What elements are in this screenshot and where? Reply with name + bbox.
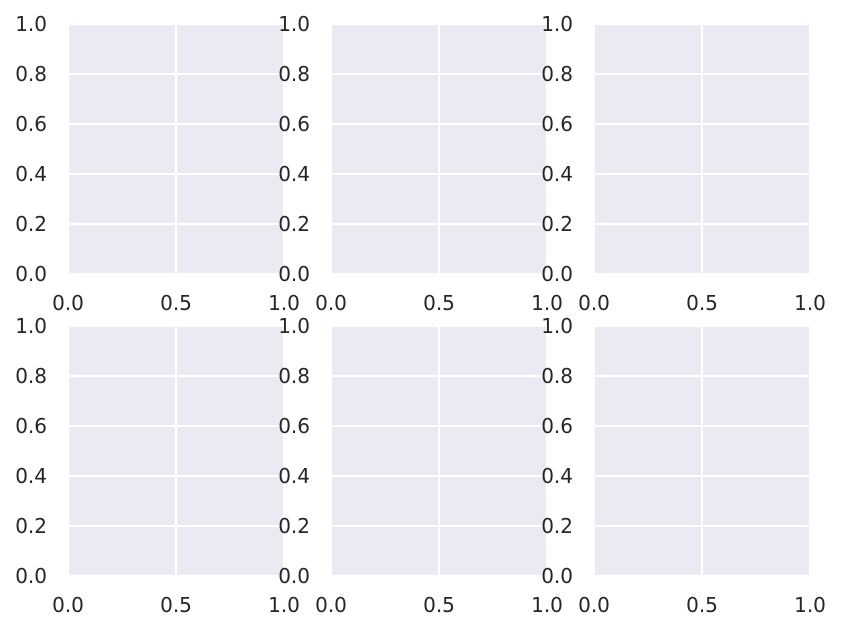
x-tick-label: 0.0 — [578, 593, 610, 617]
subplot-5: 0.0 0.2 0.4 0.6 0.8 1.0 0.0 0.5 1.0 — [278, 314, 563, 617]
y-tick-label: 0.0 — [541, 564, 573, 588]
x-tick-label: 1.0 — [531, 291, 563, 315]
y-tick-label: 0.2 — [15, 514, 47, 538]
x-tick-label: 0.5 — [423, 291, 455, 315]
y-tick-label: 0.6 — [15, 414, 47, 438]
subplot-2: 0.0 0.2 0.4 0.6 0.8 1.0 0.0 0.5 1.0 — [278, 12, 563, 315]
y-tick-label: 0.8 — [278, 364, 310, 388]
x-tick-label: 0.0 — [52, 593, 84, 617]
y-tick-label: 1.0 — [278, 12, 310, 36]
subplot-3: 0.0 0.2 0.4 0.6 0.8 1.0 0.0 0.5 1.0 — [541, 12, 826, 315]
y-tick-label: 0.8 — [278, 62, 310, 86]
y-tick-label: 0.6 — [278, 414, 310, 438]
x-tick-label: 0.5 — [686, 593, 718, 617]
y-tick-label: 0.8 — [541, 364, 573, 388]
y-tick-label: 1.0 — [15, 314, 47, 338]
y-tick-label: 1.0 — [278, 314, 310, 338]
y-tick-label: 0.0 — [15, 564, 47, 588]
y-tick-label: 0.8 — [15, 364, 47, 388]
y-tick-label: 0.2 — [278, 514, 310, 538]
y-tick-label: 0.4 — [278, 464, 310, 488]
y-tick-label: 0.0 — [541, 262, 573, 286]
y-tick-label: 0.0 — [278, 262, 310, 286]
y-tick-label: 0.6 — [541, 414, 573, 438]
y-tick-label: 0.2 — [278, 212, 310, 236]
subplot-4: 0.0 0.2 0.4 0.6 0.8 1.0 0.0 0.5 1.0 — [15, 314, 300, 617]
y-tick-label: 0.2 — [15, 212, 47, 236]
y-tick-label: 0.0 — [15, 262, 47, 286]
subplot-1: 0.0 0.2 0.4 0.6 0.8 1.0 0.0 0.5 1.0 — [15, 12, 300, 315]
x-tick-label: 0.0 — [315, 291, 347, 315]
y-tick-label: 0.6 — [541, 112, 573, 136]
y-tick-label: 0.4 — [541, 162, 573, 186]
x-tick-label: 0.5 — [160, 593, 192, 617]
y-tick-label: 0.4 — [541, 464, 573, 488]
x-tick-label: 0.5 — [423, 593, 455, 617]
x-tick-label: 1.0 — [794, 291, 826, 315]
y-tick-label: 0.8 — [15, 62, 47, 86]
x-tick-label: 0.5 — [686, 291, 718, 315]
y-tick-label: 1.0 — [541, 12, 573, 36]
y-tick-label: 0.0 — [278, 564, 310, 588]
x-tick-label: 0.5 — [160, 291, 192, 315]
y-tick-label: 1.0 — [541, 314, 573, 338]
y-tick-label: 0.4 — [15, 162, 47, 186]
y-tick-label: 1.0 — [15, 12, 47, 36]
y-tick-label: 0.2 — [541, 514, 573, 538]
x-tick-label: 0.0 — [578, 291, 610, 315]
x-tick-label: 1.0 — [268, 291, 300, 315]
x-tick-label: 1.0 — [794, 593, 826, 617]
y-tick-label: 0.6 — [278, 112, 310, 136]
y-tick-label: 0.4 — [278, 162, 310, 186]
x-tick-label: 1.0 — [268, 593, 300, 617]
y-tick-label: 0.8 — [541, 62, 573, 86]
x-tick-label: 0.0 — [315, 593, 347, 617]
y-tick-label: 0.6 — [15, 112, 47, 136]
x-tick-label: 1.0 — [531, 593, 563, 617]
y-tick-label: 0.4 — [15, 464, 47, 488]
subplot-6: 0.0 0.2 0.4 0.6 0.8 1.0 0.0 0.5 1.0 — [541, 314, 826, 617]
y-tick-label: 0.2 — [541, 212, 573, 236]
x-tick-label: 0.0 — [52, 291, 84, 315]
